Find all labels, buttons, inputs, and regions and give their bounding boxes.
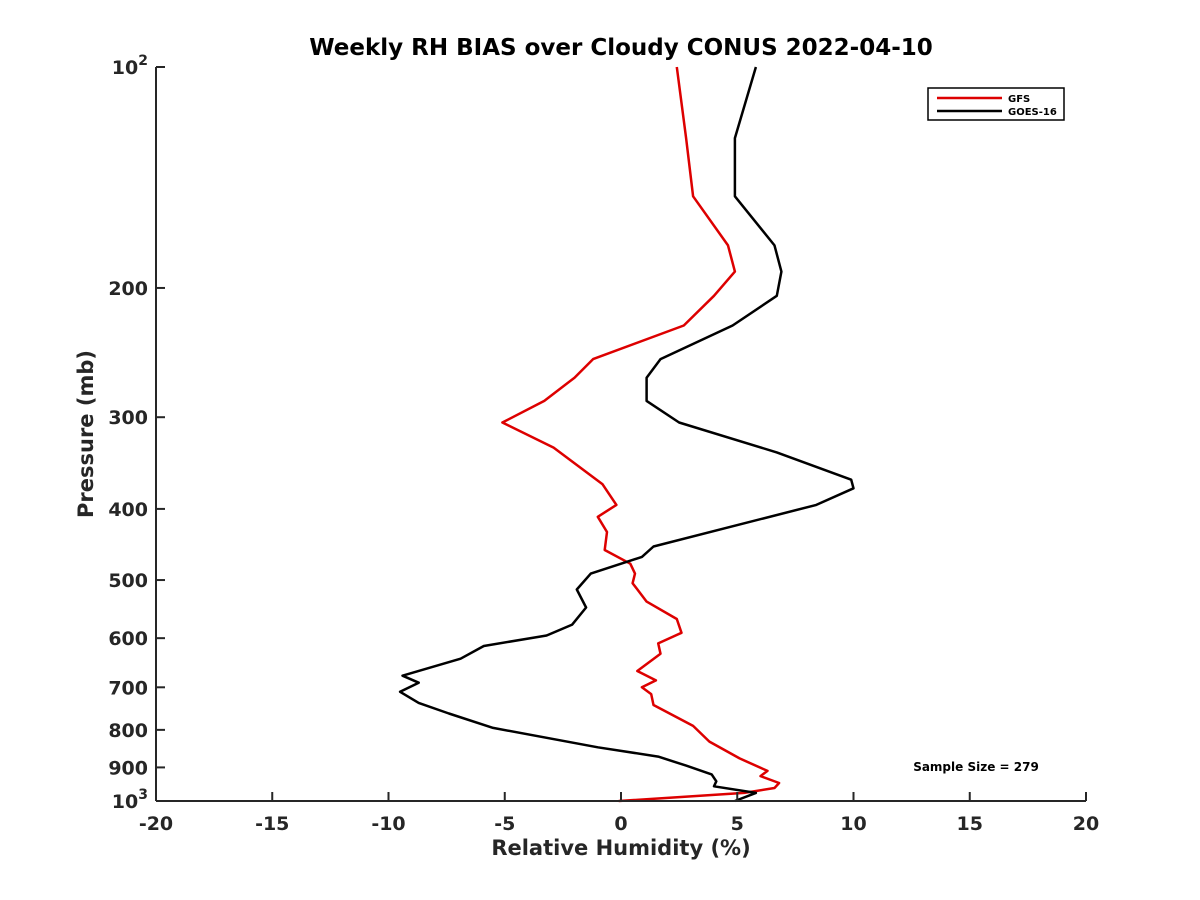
- x-tick-label: -10: [371, 813, 405, 835]
- x-tick-label: 15: [957, 813, 983, 835]
- y-tick-label-base: 900: [108, 757, 148, 779]
- y-tick-exponent: 3: [138, 787, 148, 803]
- x-tick-label: 20: [1073, 813, 1099, 835]
- chart-title: Weekly RH BIAS over Cloudy CONUS 2022-04…: [309, 35, 933, 61]
- x-tick-label: -20: [139, 813, 173, 835]
- series-layer: [398, 66, 855, 803]
- y-tick-label-base: 700: [108, 677, 148, 699]
- y-tick-label-base: 400: [108, 499, 148, 521]
- x-tick-label: 5: [731, 813, 744, 835]
- y-tick-label-base: 600: [108, 628, 148, 650]
- y-tick-label: 103: [112, 787, 148, 813]
- series-line-gfs: [501, 66, 781, 803]
- y-tick-label-base: 200: [108, 278, 148, 300]
- y-tick-label-base: 500: [108, 570, 148, 592]
- y-tick-label: 300: [108, 407, 148, 429]
- x-tick-label: 0: [614, 813, 627, 835]
- y-tick-label: 900: [108, 757, 148, 779]
- y-tick-label-base: 10: [112, 57, 138, 79]
- x-axis-label: Relative Humidity (%): [491, 836, 750, 860]
- legend: GFS GOES-16: [927, 87, 1065, 121]
- y-tick-label-base: 300: [108, 407, 148, 429]
- sample-size-annotation: Sample Size = 279: [913, 760, 1039, 774]
- y-tick-label: 600: [108, 628, 148, 650]
- x-tick-label: -5: [494, 813, 515, 835]
- x-tick-label: 10: [840, 813, 866, 835]
- y-tick-exponent: 2: [138, 53, 148, 69]
- axes: [155, 67, 1086, 802]
- y-tick-label: 200: [108, 278, 148, 300]
- y-tick-label: 400: [108, 499, 148, 521]
- y-tick-label: 700: [108, 677, 148, 699]
- legend-label: GOES-16: [1008, 107, 1057, 118]
- series-line-goes-16: [398, 66, 855, 803]
- y-tick-label-base: 10: [112, 791, 138, 813]
- y-tick-label: 102: [112, 53, 148, 79]
- y-axis-label: Pressure (mb): [74, 350, 98, 518]
- x-tick-label: -15: [255, 813, 289, 835]
- y-tick-label: 500: [108, 570, 148, 592]
- x-ticks: -20 -15 -10 -5 0 5 10 15 20: [139, 792, 1099, 835]
- y-tick-label-base: 800: [108, 720, 148, 742]
- y-tick-label: 800: [108, 720, 148, 742]
- legend-box: [927, 87, 1065, 121]
- legend-label: GFS: [1008, 94, 1030, 105]
